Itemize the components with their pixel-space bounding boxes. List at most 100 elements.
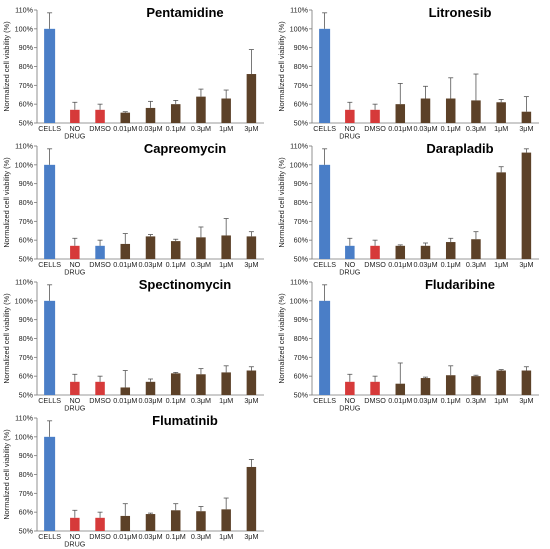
x-tick-label: 1μM	[494, 260, 508, 269]
bar-cells	[319, 28, 331, 123]
y-tick-label: 60%	[294, 372, 309, 381]
bar-dmso	[95, 109, 105, 123]
bar-1um	[496, 102, 506, 123]
chart-title: Litronesib	[429, 5, 492, 20]
x-tick-label: 1μM	[494, 124, 508, 133]
y-tick-label: 70%	[294, 353, 309, 362]
bar-3um	[246, 370, 257, 395]
bar-cells	[44, 300, 56, 395]
y-tick-label: 80%	[19, 198, 34, 207]
bar-0-1um	[170, 373, 181, 395]
y-tick-label: 100%	[290, 160, 309, 169]
chart-panel-flumatinib: 50% 60% 70% 80% 90% 100% 110% Normalized cell v…	[0, 408, 270, 549]
y-tick-label: 70%	[294, 217, 309, 226]
x-tick-label: 1μM	[219, 260, 233, 269]
y-tick-label: 60%	[294, 100, 309, 109]
bar-1um	[221, 372, 231, 395]
bar-3um	[521, 370, 532, 395]
bar-0-01um	[395, 245, 406, 259]
y-tick-label: 50%	[19, 119, 34, 128]
y-axis-label: Normalized cell viability (%)	[2, 21, 11, 111]
y-tick-label: 90%	[19, 451, 34, 460]
bar-0-03um	[420, 98, 431, 123]
x-tick-label: 3μM	[519, 260, 533, 269]
bar-0-01um	[120, 515, 131, 531]
y-tick-label: 60%	[294, 236, 309, 245]
chart-title: Darapladib	[426, 141, 493, 156]
y-axis-label: Normalized cell viability (%)	[277, 157, 286, 247]
x-tick-label: NO DRUG	[339, 260, 361, 277]
y-tick-label: 70%	[19, 353, 34, 362]
bar-0-3um	[471, 100, 481, 123]
y-tick-label: 70%	[19, 81, 34, 90]
bar-0-01um	[395, 104, 406, 123]
x-tick-label: DMSO	[89, 260, 111, 269]
x-tick-label: 0.03μM	[138, 124, 162, 133]
x-tick-label: 0.01μM	[113, 396, 137, 405]
bar-dmso	[95, 381, 105, 395]
bar-0-03um	[420, 378, 431, 395]
x-tick-label: 0.03μM	[413, 260, 437, 269]
bar-0-01um	[120, 387, 131, 395]
y-tick-label: 100%	[290, 24, 309, 33]
y-tick-label: 110%	[15, 278, 33, 287]
x-tick-label: 0.01μM	[388, 124, 412, 133]
bar-1um	[221, 235, 231, 259]
x-tick-label: 1μM	[219, 532, 233, 541]
y-tick-label: 50%	[19, 527, 34, 536]
x-tick-label: CELLS	[38, 532, 61, 541]
x-tick-label: DMSO	[89, 124, 111, 133]
x-tick-label: NO DRUG	[339, 124, 361, 141]
y-tick-label: 110%	[290, 142, 308, 151]
y-tick-label: 90%	[294, 179, 309, 188]
bar-0-3um	[471, 239, 481, 259]
bar-no-drug	[345, 109, 355, 123]
bar-0-03um	[145, 514, 156, 531]
x-tick-label: 0.1μM	[441, 124, 461, 133]
x-tick-label: CELLS	[38, 260, 61, 269]
x-tick-label: CELLS	[38, 124, 61, 133]
x-tick-label: NO DRUG	[64, 396, 86, 413]
x-tick-label: CELLS	[313, 260, 336, 269]
bar-0-03um	[145, 107, 156, 123]
x-tick-label: 3μM	[244, 532, 258, 541]
bar-0-1um	[445, 242, 456, 259]
y-tick-label: 110%	[290, 6, 308, 15]
chart-title: Flumatinib	[152, 413, 218, 428]
y-tick-label: 60%	[19, 236, 34, 245]
x-tick-label: 0.1μM	[166, 124, 186, 133]
x-tick-label: DMSO	[89, 396, 111, 405]
bar-cells	[319, 300, 331, 395]
x-tick-label: 0.03μM	[138, 396, 162, 405]
x-tick-label: CELLS	[313, 396, 336, 405]
bar-no-drug	[70, 245, 80, 259]
x-tick-label: CELLS	[38, 396, 61, 405]
x-tick-label: 0.03μM	[413, 124, 437, 133]
chart-panel-pentamidine: 50% 60% 70% 80% 90% 100% 110% Normalized cell v…	[0, 0, 270, 141]
bar-cells	[319, 164, 331, 259]
x-tick-label: 3μM	[244, 396, 258, 405]
x-tick-label: 0.01μM	[388, 260, 412, 269]
x-tick-label: 3μM	[519, 396, 533, 405]
x-tick-label: CELLS	[313, 124, 336, 133]
x-tick-label: 0.3μM	[466, 396, 486, 405]
chart-svg: 50% 60% 70% 80% 90% 100% 110% Normalized cell v…	[277, 5, 539, 141]
x-tick-label: 3μM	[244, 260, 258, 269]
x-tick-label: NO DRUG	[339, 396, 361, 413]
bar-3um	[246, 74, 257, 123]
bar-dmso	[370, 109, 380, 123]
chart-svg: 50% 60% 70% 80% 90% 100% 110% Normalized cell v…	[2, 5, 264, 141]
chart-panel-darapladib: 50% 60% 70% 80% 90% 100% 110% Normalized cell v…	[275, 136, 545, 277]
y-tick-label: 50%	[19, 255, 34, 264]
y-tick-label: 90%	[294, 315, 309, 324]
bar-dmso	[95, 245, 105, 259]
x-tick-label: 0.01μM	[113, 532, 137, 541]
bar-0-3um	[471, 376, 481, 395]
x-tick-label: NO DRUG	[64, 260, 86, 277]
x-tick-label: 3μM	[519, 124, 533, 133]
y-tick-label: 80%	[19, 334, 34, 343]
y-tick-label: 90%	[294, 43, 309, 52]
x-tick-label: DMSO	[364, 260, 386, 269]
y-tick-label: 110%	[290, 278, 308, 287]
